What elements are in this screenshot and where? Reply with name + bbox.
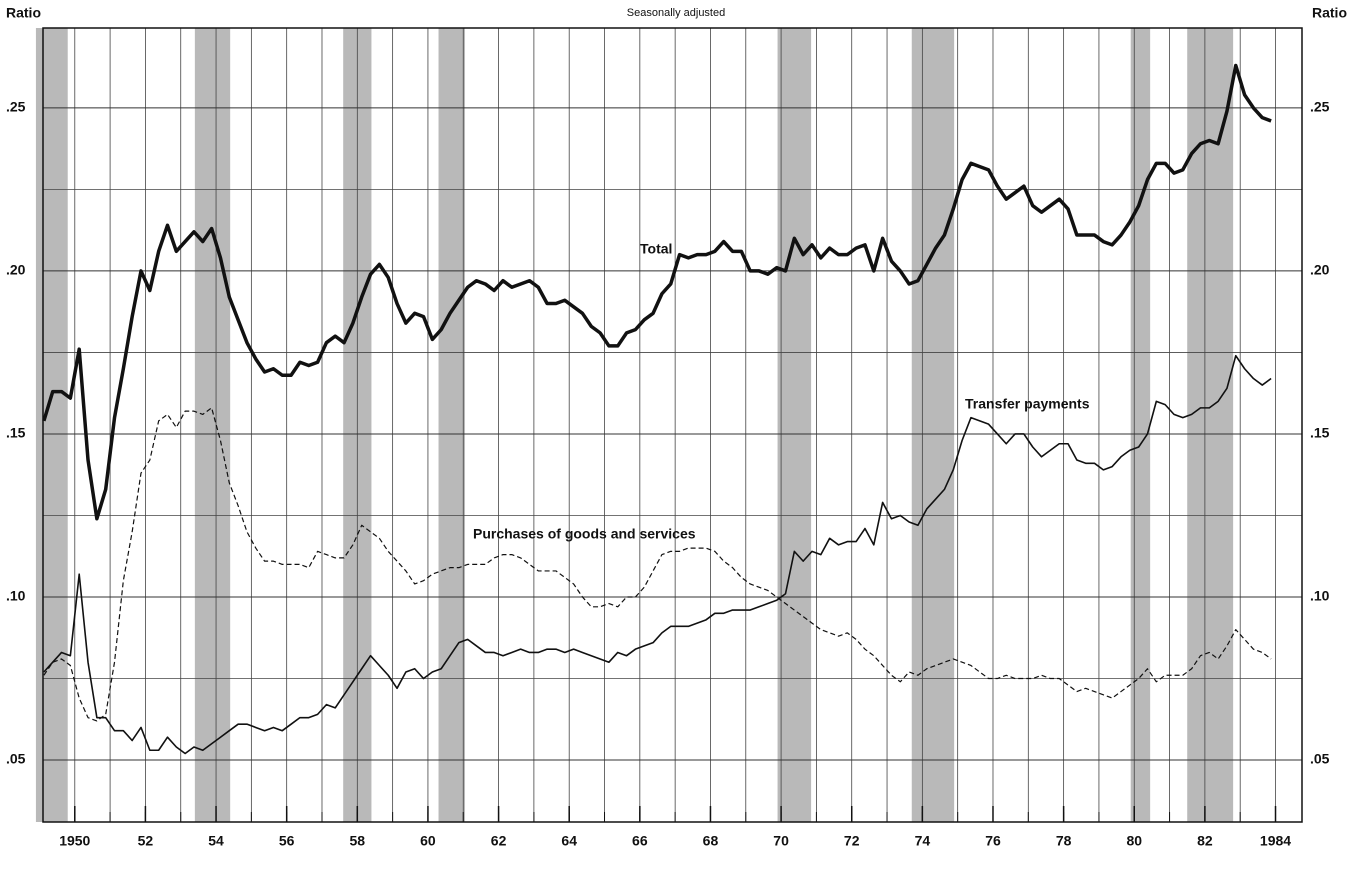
y-axis-label: Ratio [6, 5, 41, 21]
recession-band [777, 28, 812, 822]
x-tick-label: 62 [491, 833, 507, 849]
x-tick-label: 54 [208, 833, 224, 849]
recession-band [1130, 28, 1151, 822]
recession-band [1187, 28, 1234, 822]
y-tick-label: .15 [6, 425, 26, 441]
x-tick-label: 58 [350, 833, 366, 849]
x-tick-label: 72 [844, 833, 860, 849]
x-tick-label: 60 [420, 833, 436, 849]
subtitle: Seasonally adjusted [627, 7, 725, 19]
y-tick-label: .20 [6, 262, 26, 278]
y-tick-label: .25 [6, 99, 26, 115]
x-tick-label: 66 [632, 833, 648, 849]
y2-tick-label: .10 [1310, 588, 1330, 604]
annotation: Purchases of goods and services [473, 526, 696, 542]
recession-band [438, 28, 466, 822]
y2-tick-label: .25 [1310, 99, 1330, 115]
x-tick-label: 74 [915, 833, 931, 849]
series-line [43, 407, 1272, 722]
recession-band [911, 28, 955, 822]
series-line [42, 63, 1272, 521]
x-tick-label: 1984 [1260, 833, 1291, 849]
annotation: Transfer payments [965, 396, 1090, 412]
x-tick-label: 80 [1126, 833, 1142, 849]
x-tick-label: 64 [561, 833, 577, 849]
recession-band [35, 28, 68, 822]
y2-tick-label: .15 [1310, 425, 1330, 441]
y2-tick-label: .05 [1310, 751, 1330, 767]
y2-tick-label: .20 [1310, 262, 1330, 278]
x-tick-label: 70 [773, 833, 789, 849]
recession-band [194, 28, 231, 822]
annotation: Total [640, 241, 672, 257]
x-tick-label: 68 [703, 833, 719, 849]
x-tick-label: 1950 [59, 833, 90, 849]
x-tick-label: 52 [138, 833, 154, 849]
y-tick-label: .05 [6, 751, 26, 767]
y-tick-label: .10 [6, 588, 26, 604]
x-tick-label: 78 [1056, 833, 1072, 849]
x-tick-label: 82 [1197, 833, 1213, 849]
x-tick-label: 76 [985, 833, 1001, 849]
plot-frame [42, 27, 1303, 823]
x-tick-label: 56 [279, 833, 295, 849]
y2-axis-label: Ratio [1312, 5, 1347, 21]
series-line [43, 354, 1272, 755]
